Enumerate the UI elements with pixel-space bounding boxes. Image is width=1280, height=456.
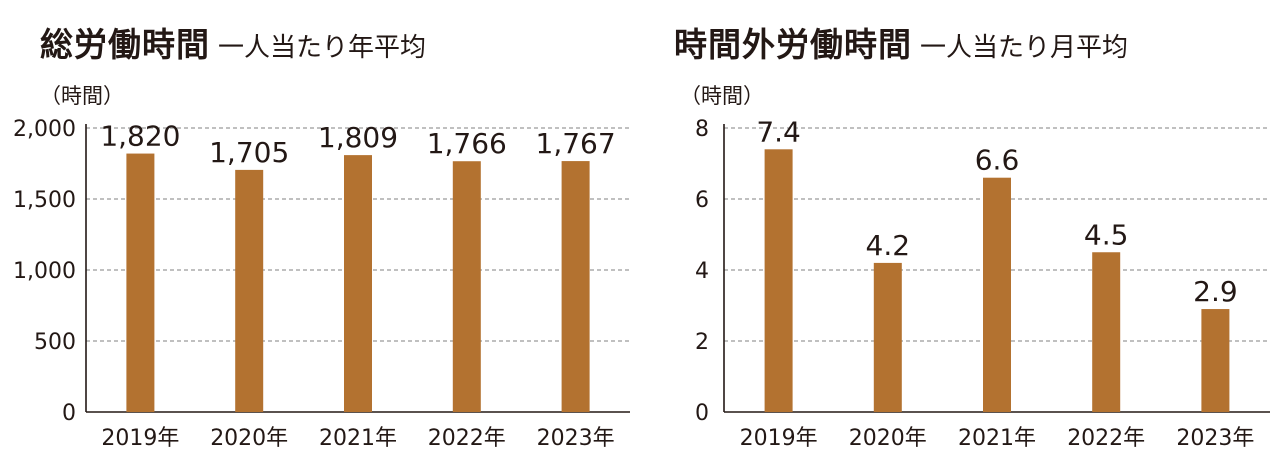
bar-value-label: 4.2: [866, 229, 911, 262]
bar-value-label: 1,820: [100, 120, 180, 153]
y-axis-unit-label: （時間）: [40, 84, 124, 108]
bar: [764, 149, 793, 413]
bar: [235, 169, 264, 412]
bar-value-label: 1,767: [536, 127, 616, 160]
bar: [873, 262, 902, 412]
x-tick-label: 2020年: [210, 426, 288, 451]
bar-chart-overtime-hours: （時間） 0 2 4 6 8 7.4 2019年 4.2 2020年 6.6 2021年 4.5 2022…: [680, 84, 1270, 451]
y-tick-label: 1,000: [13, 259, 76, 284]
chart-subtitle: 一人当たり年平均: [218, 33, 427, 63]
chart-title: 総労働時間: [40, 25, 210, 64]
bar-chart-total-hours: （時間） 0 500 1,000 1,500 2,000 1,820 2019年 1,705 20…: [13, 84, 630, 451]
bar-value-label: 6.6: [975, 144, 1020, 177]
y-axis-unit-label: （時間）: [680, 84, 764, 108]
y-tick-label: 0: [695, 401, 709, 426]
y-tick-label: 6: [695, 188, 709, 213]
bar: [344, 155, 372, 412]
x-tick-label: 2020年: [849, 426, 927, 451]
chart-title: 時間外労働時間: [674, 25, 912, 64]
bar: [561, 161, 590, 412]
bar-value-label: 1,766: [427, 127, 507, 160]
x-tick-label: 2022年: [428, 426, 506, 451]
bar-value-label: 2.9: [1193, 275, 1238, 308]
bar: [126, 153, 155, 412]
y-tick-label: 500: [34, 330, 76, 355]
chart-panel-overtime-hours: 時間外労働時間 一人当たり月平均 （時間） 0 2 4 6 8 7.4 2019年 4.2 2020…: [640, 0, 1280, 456]
y-tick-label: 2,000: [13, 117, 76, 142]
x-tick-label: 2021年: [319, 426, 397, 451]
bar-value-label: 4.5: [1084, 218, 1129, 251]
chart-panel-total-hours: 総労働時間 一人当たり年平均 （時間） 0 500 1,000 1,500 2,000 1,8…: [13, 18, 630, 451]
chart-subtitle: 一人当たり月平均: [920, 33, 1129, 63]
y-tick-label: 2: [695, 330, 709, 355]
x-tick-label: 2019年: [101, 426, 179, 451]
y-tick-label: 0: [62, 401, 76, 426]
x-tick-label: 2023年: [537, 426, 615, 451]
y-tick-label: 1,500: [13, 188, 76, 213]
chart-title-row: 総労働時間 一人当たり年平均: [40, 18, 426, 66]
bar-value-label: 1,809: [318, 121, 398, 154]
bar: [1201, 309, 1230, 412]
bar: [1092, 252, 1121, 412]
bar: [983, 177, 1011, 412]
bar-value-label: 7.4: [756, 115, 801, 148]
y-tick-label: 4: [695, 259, 709, 284]
y-tick-label: 8: [695, 117, 709, 142]
bar: [452, 161, 481, 412]
x-tick-label: 2022年: [1067, 426, 1145, 451]
bar-value-label: 1,705: [209, 136, 289, 169]
x-tick-label: 2023年: [1176, 426, 1254, 451]
x-tick-label: 2019年: [740, 426, 818, 451]
x-tick-label: 2021年: [958, 426, 1036, 451]
chart-title-row: 時間外労働時間 一人当たり月平均: [674, 18, 1128, 66]
